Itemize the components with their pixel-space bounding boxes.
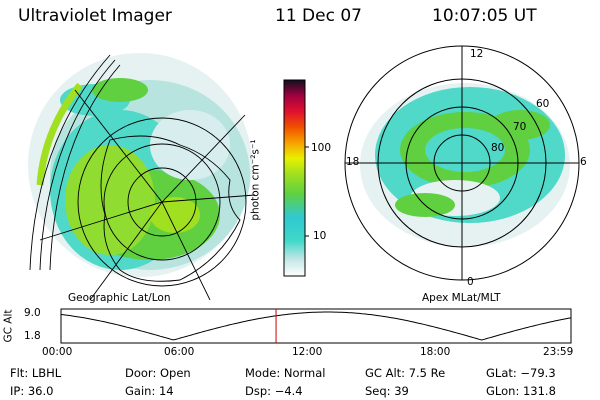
info-gain: Gain: 14 bbox=[125, 384, 174, 398]
info-ip: IP: 36.0 bbox=[10, 384, 54, 398]
altitude-plot bbox=[60, 308, 572, 344]
info-door: Door: Open bbox=[125, 366, 191, 380]
colorbar-tick-10: 10 bbox=[313, 230, 327, 242]
altitude-xtick-1200: 12:00 bbox=[292, 346, 323, 358]
info-glon: GLon: 131.8 bbox=[486, 384, 556, 398]
info-mode: Mode: Normal bbox=[245, 366, 326, 380]
mlat-label-70: 70 bbox=[513, 121, 527, 133]
altitude-ytick-min: 1.8 bbox=[24, 330, 41, 342]
altitude-xtick-0600: 06:00 bbox=[164, 346, 195, 358]
colorbar-label: photon cm⁻²s⁻¹ bbox=[249, 139, 262, 221]
date-label: 11 Dec 07 bbox=[275, 6, 362, 26]
mlat-label-60: 60 bbox=[536, 98, 550, 110]
altitude-curve bbox=[60, 311, 572, 341]
polar-caption: Apex MLat/MLT bbox=[422, 292, 501, 304]
info-glat: GLat: −79.3 bbox=[486, 366, 556, 380]
polar-plot bbox=[344, 45, 580, 281]
mlt-label-6: 6 bbox=[580, 156, 587, 168]
altitude-ylabel: GC Alt bbox=[2, 309, 15, 343]
info-dsp: Dsp: −4.4 bbox=[245, 384, 303, 398]
altitude-xtick-2359: 23:59 bbox=[543, 346, 574, 358]
altitude-xtick-1800: 18:00 bbox=[420, 346, 451, 358]
info-gc-alt: GC Alt: 7.5 Re bbox=[365, 366, 446, 380]
info-seq: Seq: 39 bbox=[365, 384, 409, 398]
geographic-image bbox=[28, 53, 256, 300]
altitude-ytick-max: 9.0 bbox=[24, 307, 41, 319]
colorbar-tick-100: 100 bbox=[311, 142, 332, 154]
mlt-label-0: 0 bbox=[467, 276, 474, 288]
altitude-xtick-0000: 00:00 bbox=[42, 346, 73, 358]
colorbar bbox=[283, 79, 309, 277]
mlt-label-18: 18 bbox=[346, 156, 360, 168]
time-label: 10:07:05 UT bbox=[432, 6, 537, 26]
mlt-label-12: 12 bbox=[470, 48, 484, 60]
mlat-label-80: 80 bbox=[491, 142, 505, 154]
geographic-caption: Geographic Lat/Lon bbox=[68, 292, 171, 304]
instrument-title: Ultraviolet Imager bbox=[18, 6, 172, 26]
info-flt: Flt: LBHL bbox=[10, 366, 62, 380]
